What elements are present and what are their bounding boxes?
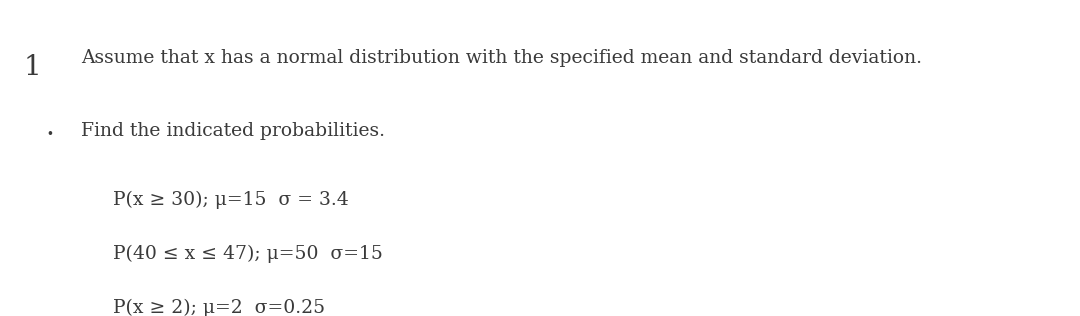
Text: P(x ≥ 30); μ=15  σ = 3.4: P(x ≥ 30); μ=15 σ = 3.4 (113, 191, 349, 210)
Text: Assume that x has a normal distribution with the specified mean and standard dev: Assume that x has a normal distribution … (81, 49, 922, 67)
Text: ·: · (45, 122, 54, 149)
Text: P(40 ≤ x ≤ 47); μ=50  σ=15: P(40 ≤ x ≤ 47); μ=50 σ=15 (113, 245, 383, 263)
Text: 1: 1 (24, 54, 41, 81)
Text: P(x ≥ 2); μ=2  σ=0.25: P(x ≥ 2); μ=2 σ=0.25 (113, 299, 325, 316)
Text: Find the indicated probabilities.: Find the indicated probabilities. (81, 122, 384, 140)
